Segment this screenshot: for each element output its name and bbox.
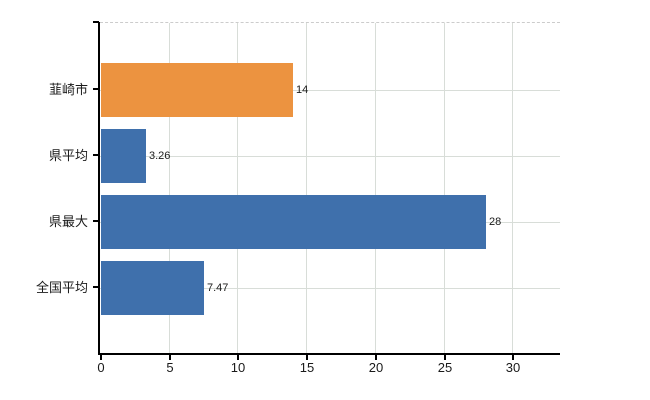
x-axis-tick: [444, 355, 446, 360]
vertical-gridline: [169, 23, 170, 354]
horizontal-gridline: [100, 90, 560, 91]
vertical-gridline: [444, 23, 445, 354]
horizontal-gridline: [100, 156, 560, 157]
vertical-gridline: [237, 23, 238, 354]
x-tick-label: 15: [299, 360, 315, 375]
bar-県平均: [101, 129, 146, 183]
category-label-韮崎市: 韮崎市: [48, 82, 88, 97]
x-tick-label: 0: [97, 360, 105, 375]
x-axis-tick: [512, 355, 514, 360]
bar-韮崎市: [101, 63, 293, 117]
x-axis-tick: [375, 355, 377, 360]
x-tick-label: 30: [505, 360, 521, 375]
y-axis-tick: [93, 220, 99, 222]
x-tick-label: 25: [437, 360, 453, 375]
x-axis-tick: [100, 355, 102, 360]
bar-value-label: 14: [296, 84, 309, 96]
y-axis-line: [98, 22, 100, 355]
x-axis-tick: [237, 355, 239, 360]
x-axis-line: [98, 353, 560, 355]
bar-県最大: [101, 195, 486, 249]
x-tick-label: 20: [368, 360, 384, 375]
bar-value-label: 28: [489, 216, 502, 228]
y-axis-tick: [93, 154, 99, 156]
horizontal-gridline: [100, 288, 560, 289]
vertical-gridline: [306, 23, 307, 354]
x-tick-label: 10: [230, 360, 246, 375]
bar-value-label: 7.47: [207, 282, 229, 294]
plot-area: 14 3.26 28 7.47: [100, 22, 560, 354]
x-tick-label: 5: [166, 360, 174, 375]
y-axis-tick: [93, 286, 99, 288]
category-label-県最大: 県最大: [48, 214, 88, 229]
category-label-全国平均: 全国平均: [35, 280, 88, 295]
x-axis-tick: [169, 355, 171, 360]
bar-全国平均: [101, 261, 204, 315]
vertical-gridline: [512, 23, 513, 354]
bar-value-label: 3.26: [149, 150, 171, 162]
y-axis-tick: [93, 21, 99, 23]
category-label-県平均: 県平均: [48, 148, 88, 163]
y-axis-tick: [93, 88, 99, 90]
vertical-gridline: [375, 23, 376, 354]
x-axis-tick: [306, 355, 308, 360]
